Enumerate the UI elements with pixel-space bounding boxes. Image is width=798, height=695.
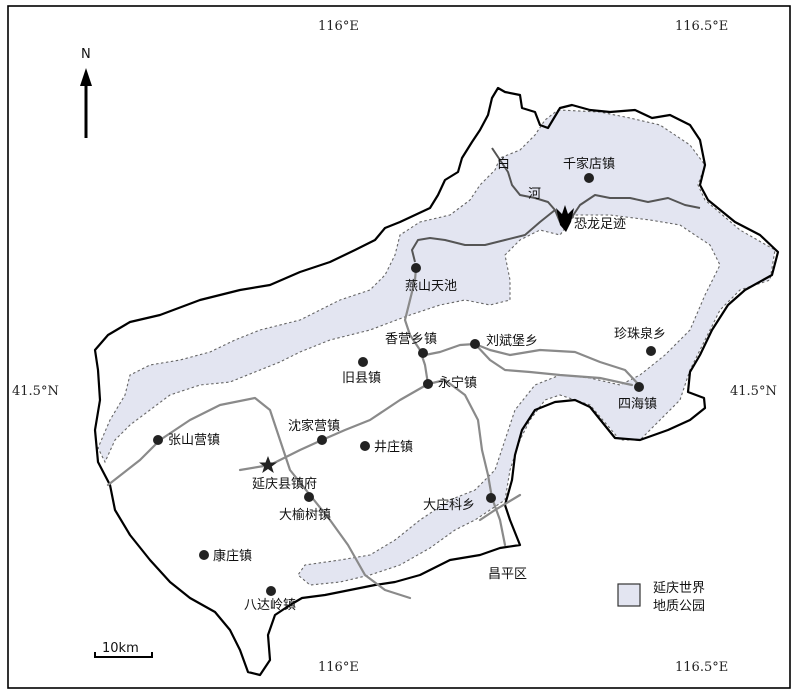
- scale-label: 10km: [102, 641, 139, 656]
- svg-text:香营乡镇: 香营乡镇: [385, 332, 437, 347]
- legend: 延庆世界 地质公园: [617, 581, 705, 614]
- svg-text:八达岭镇: 八达岭镇: [244, 598, 296, 613]
- road-main: [238, 378, 507, 547]
- map-frame: [7, 5, 791, 689]
- town-jingzhuang: 井庄镇: [360, 439, 413, 455]
- coord-bottom-116: 116°E: [318, 660, 359, 675]
- river-label-he: 河: [528, 187, 541, 202]
- label-changping: 昌平区: [488, 567, 527, 582]
- footprint-icon: [556, 205, 574, 232]
- town-jiuxian: 旧县镇: [342, 357, 381, 386]
- county-boundary: [93, 86, 780, 677]
- town-dayushu: 大榆树镇: [279, 492, 331, 523]
- coord-top-1165: 116.5°E: [675, 19, 728, 34]
- town-sihai: 四海镇: [618, 382, 657, 412]
- svg-text:井庄镇: 井庄镇: [374, 439, 413, 455]
- town-xiangying: 香营乡镇: [385, 332, 437, 358]
- town-kangzhuang: 康庄镇: [199, 548, 252, 564]
- town-dazhuangke: 大庄科乡: [423, 493, 496, 513]
- svg-text:延庆县镇府: 延庆县镇府: [252, 477, 317, 492]
- town-kongluzuji: 恐龙足迹: [574, 217, 626, 232]
- legend-swatch: [617, 583, 641, 607]
- svg-text:昌平区: 昌平区: [488, 567, 527, 582]
- svg-text:燕山天池: 燕山天池: [405, 279, 457, 294]
- town-yanshantianchi: 燕山天池: [405, 263, 457, 294]
- svg-text:刘斌堡乡: 刘斌堡乡: [486, 333, 538, 349]
- coord-left-415: 41.5°N: [12, 384, 59, 399]
- town-zhangshanying: 张山营镇: [153, 433, 220, 448]
- town-badaling: 八达岭镇: [244, 586, 296, 613]
- svg-text:康庄镇: 康庄镇: [213, 548, 252, 564]
- town-shenjiaying: 沈家营镇: [288, 418, 340, 445]
- svg-text:旧县镇: 旧县镇: [342, 371, 381, 386]
- legend-line1: 延庆世界: [653, 581, 705, 596]
- coord-right-415: 41.5°N: [730, 384, 777, 399]
- road-network: [106, 396, 412, 600]
- svg-text:沈家营镇: 沈家营镇: [288, 418, 340, 434]
- town-yongning: 永宁镇: [423, 375, 477, 391]
- road-east: [423, 342, 642, 388]
- svg-text:张山营镇: 张山营镇: [168, 433, 220, 448]
- road-south: [478, 493, 522, 522]
- county-seat-star-icon: [259, 456, 277, 473]
- svg-text:珍珠泉乡: 珍珠泉乡: [614, 326, 666, 342]
- svg-text:四海镇: 四海镇: [618, 397, 657, 412]
- town-liubinbao: 刘斌堡乡: [470, 333, 538, 349]
- svg-text:千家店镇: 千家店镇: [563, 156, 615, 172]
- coord-top-116: 116°E: [318, 19, 359, 34]
- svg-text:恐龙足迹: 恐龙足迹: [574, 217, 626, 232]
- road-north: [403, 266, 430, 386]
- svg-text:永宁镇: 永宁镇: [438, 375, 477, 391]
- legend-line2: 地质公园: [653, 599, 705, 614]
- scale-bar: 10km: [94, 641, 153, 658]
- river-label-bai: 白: [497, 156, 510, 172]
- road-east-spur: [473, 342, 634, 387]
- town-zhenzhuquan: 珍珠泉乡: [614, 326, 666, 356]
- coord-bottom-1165: 116.5°E: [675, 660, 728, 675]
- svg-text:大庄科乡: 大庄科乡: [423, 497, 475, 513]
- river-baihe-lower: [411, 209, 556, 263]
- geopark-area-north: [97, 109, 776, 586]
- town-qianjiadian: 千家店镇: [563, 156, 615, 183]
- svg-text:大榆树镇: 大榆树镇: [279, 508, 331, 523]
- north-arrow-icon: [80, 68, 92, 138]
- north-label: N: [81, 47, 91, 62]
- town-yanqing: 延庆县镇府: [252, 456, 317, 492]
